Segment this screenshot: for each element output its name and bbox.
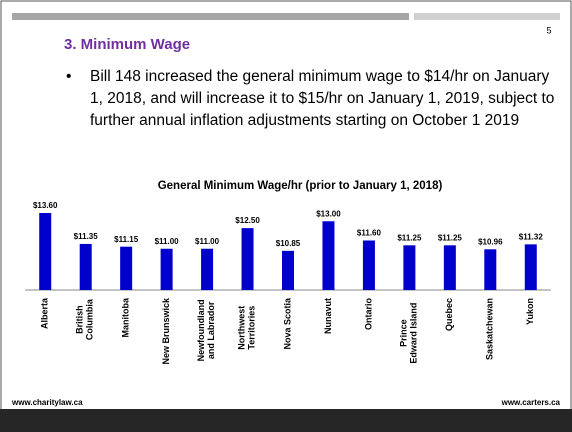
- value-label: $11.25: [438, 233, 463, 242]
- bullet-marker: •: [66, 68, 72, 85]
- x-tick-label: Saskatchewan: [485, 298, 495, 360]
- bar: [524, 244, 537, 290]
- value-label: $11.25: [397, 233, 422, 242]
- x-tick-label: Ontario: [363, 298, 373, 331]
- value-label: $11.15: [114, 235, 139, 244]
- bullet-text: Bill 148 increased the general minimum w…: [90, 68, 555, 129]
- bar: [120, 246, 133, 290]
- x-tick-label: PrinceEdward Island: [399, 303, 419, 364]
- value-label: $11.32: [519, 232, 544, 241]
- slide-number: 5: [546, 25, 551, 35]
- value-label: $10.85: [276, 239, 301, 248]
- value-label: $12.50: [235, 216, 260, 225]
- bar: [443, 245, 456, 290]
- value-label: $11.60: [357, 229, 382, 238]
- bar: [39, 213, 52, 290]
- heading: 3. Minimum Wage: [64, 36, 191, 53]
- bar: [160, 248, 173, 290]
- bar: [201, 248, 214, 290]
- bar: [282, 250, 294, 290]
- x-tick-label: New Brunswick: [161, 297, 171, 365]
- x-tick-label: Nunavut: [323, 298, 333, 334]
- x-tick-label: Nova Scotia: [282, 297, 292, 350]
- bottom-bar: [0, 409, 572, 432]
- bar: [241, 228, 254, 290]
- top-bar: [12, 13, 409, 20]
- x-tick-label: BritishColumbia: [75, 298, 95, 340]
- x-tick-label: Alberta: [40, 297, 50, 329]
- x-tick-label: Newfoundlandand Labrador: [196, 299, 216, 361]
- bar: [79, 243, 92, 290]
- value-label: $13.60: [33, 201, 58, 210]
- value-label: $11.00: [195, 237, 220, 246]
- bar: [362, 240, 375, 290]
- chart-title: General Minimum Wage/hr (prior to Januar…: [158, 180, 443, 192]
- value-label: $11.35: [74, 232, 99, 241]
- top-bar: [414, 13, 560, 20]
- value-label: $13.00: [316, 209, 341, 218]
- value-label: $11.00: [155, 237, 180, 246]
- x-tick-label: Quebec: [444, 298, 454, 331]
- x-tick-label: NorthwestTerritories: [237, 306, 257, 350]
- bar: [484, 249, 497, 290]
- footer-right: www.carters.ca: [501, 398, 561, 407]
- footer-left: www.charitylaw.ca: [11, 398, 83, 407]
- x-tick-label: Yukon: [525, 298, 535, 325]
- bar: [403, 245, 416, 290]
- bar: [322, 221, 335, 290]
- value-label: $10.96: [478, 237, 503, 246]
- x-tick-label: Manitoba: [121, 297, 131, 337]
